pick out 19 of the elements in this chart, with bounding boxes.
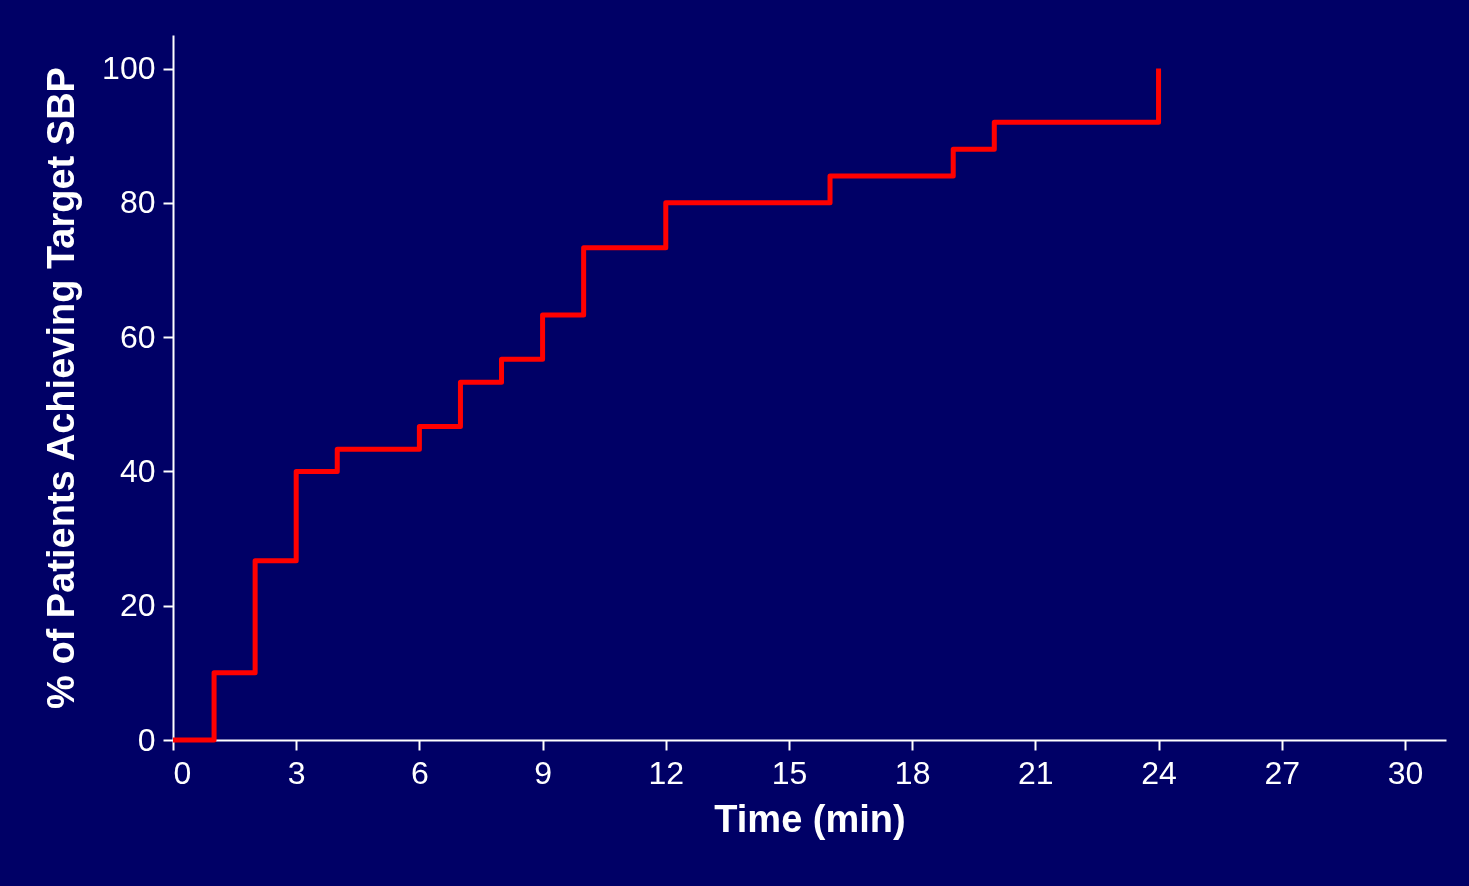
x-tick-label: 30 [1387,754,1424,791]
y-tick-label: 20 [119,587,156,624]
x-axis-title: Time (min) [714,797,906,840]
x-tick-label: 15 [771,754,808,791]
y-tick-label: 0 [137,721,156,758]
y-tick-label: 40 [119,452,156,489]
x-tick-label: 18 [894,754,931,791]
y-tick-label: 60 [119,318,156,355]
y-axis-title: % of Patients Achieving Target SBP [40,67,83,709]
y-tick-label: 100 [102,50,156,87]
x-tick-label: 27 [1264,754,1301,791]
x-tick-label: 21 [1018,754,1054,791]
x-tick-label: 24 [1141,754,1177,791]
x-tick-label: 12 [648,754,685,791]
y-tick-label: 80 [119,184,156,221]
x-tick-label: 9 [534,754,552,791]
x-tick-label: 0 [173,754,192,791]
x-tick-label: 6 [410,754,429,791]
x-tick-label: 3 [287,754,306,791]
